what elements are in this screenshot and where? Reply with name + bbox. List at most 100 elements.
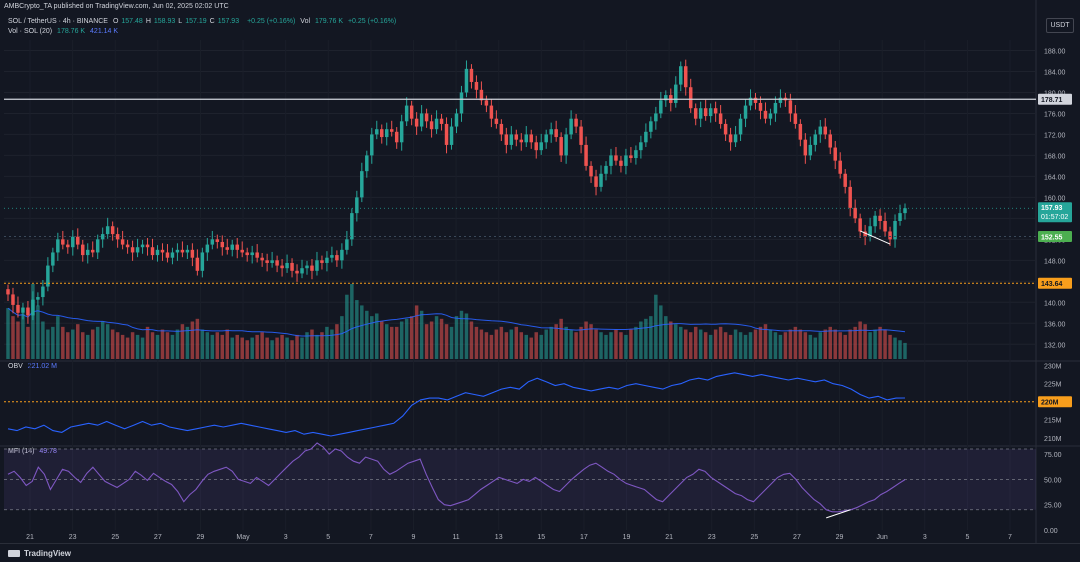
time-tick-label: 7 (369, 534, 373, 541)
volume-bar (145, 326, 150, 359)
ohlc-key: H (145, 18, 151, 25)
price-tick-label: 184.00 (1044, 69, 1066, 76)
candle-body (554, 129, 558, 138)
volume-bar (115, 332, 120, 359)
candle-body (195, 257, 200, 271)
volume-bar (315, 334, 319, 359)
candle-body (270, 260, 274, 263)
candle-body (140, 244, 145, 248)
candle-body (494, 118, 499, 124)
candle-body (718, 113, 723, 124)
candle-body (71, 236, 75, 248)
candle-body (649, 121, 653, 132)
volume-bar (11, 316, 15, 359)
volume-bar (175, 329, 180, 359)
chart-canvas[interactable]: 188.00184.00180.00176.00172.00168.00164.… (0, 0, 1080, 545)
time-tick-label: 23 (69, 534, 77, 541)
candle-body (838, 160, 842, 174)
support-price-tag-orange: 143.64 (1041, 281, 1063, 288)
currency-button[interactable]: USDT (1046, 18, 1074, 33)
candle-body (46, 265, 50, 287)
volume-bar (240, 337, 244, 359)
candle-body (903, 208, 907, 214)
candle-body (693, 108, 698, 119)
symbol-name[interactable]: SOL / TetherUS · 4h · BINANCE (8, 18, 108, 25)
volume-ma-value: 421.14 K (90, 28, 119, 35)
candle-body (110, 226, 115, 235)
volume-bar (305, 332, 309, 359)
volume-bar (474, 326, 479, 359)
volume-bar (519, 332, 524, 359)
volume-indicator-name[interactable]: Vol · SOL (20) (8, 28, 53, 35)
candle-body (823, 126, 828, 135)
obv-legend: OBV 221.02 M (8, 363, 60, 370)
time-tick-label: 23 (708, 534, 716, 541)
volume-bar (414, 305, 419, 359)
volume-bar (728, 334, 733, 359)
candle-body (738, 118, 743, 135)
countdown-tag: 01:57:02 (1041, 214, 1068, 221)
candle-body (574, 118, 578, 127)
mfi-line (7, 442, 906, 513)
volume-bar (723, 332, 728, 359)
volume-bar (898, 340, 902, 359)
obv-label[interactable]: OBV (8, 363, 23, 370)
candle-body (604, 165, 608, 174)
volume-bar (529, 337, 533, 359)
candle-body (454, 113, 459, 127)
volume-bar (619, 332, 623, 359)
candle-body (793, 113, 798, 124)
volume-bar (539, 334, 543, 359)
candle-body (514, 134, 519, 140)
volume-bar (509, 329, 514, 359)
candle-body (803, 139, 808, 156)
volume-bar (494, 329, 499, 359)
volume-bar (389, 326, 394, 359)
candle-body (898, 213, 902, 221)
volume-bar (484, 332, 489, 359)
candle-body (115, 234, 120, 240)
volume-bar (559, 318, 563, 359)
obv-level-tag-bg (1038, 396, 1072, 408)
volume-bar (594, 329, 598, 359)
candle-body (384, 129, 389, 138)
volume-bar (185, 326, 190, 359)
volume-bar (270, 340, 274, 359)
candle-body (260, 257, 264, 261)
volume-bar (95, 326, 100, 359)
candle-body (464, 68, 469, 93)
volume-bar (380, 321, 384, 359)
mfi-label[interactable]: MFI (14) (8, 448, 35, 455)
candle-body (394, 131, 399, 143)
volume-bar (345, 294, 349, 359)
ohlc-value: 157.93 (217, 18, 240, 25)
candle-body (768, 113, 773, 119)
ohlc-key: C (209, 18, 215, 25)
volume-bar (225, 329, 230, 359)
candle-body (275, 260, 279, 266)
candle-body (160, 249, 165, 253)
candle-body (135, 247, 140, 253)
volume-bar (828, 326, 832, 359)
volume-bar (36, 305, 40, 359)
volume-bar (569, 329, 573, 359)
volume-bar (190, 321, 195, 359)
candle-body (873, 215, 877, 227)
candle-body (340, 249, 344, 261)
volume-bar (863, 324, 867, 359)
volume-value: 179.76 K (314, 18, 343, 25)
volume-ma-line (7, 307, 906, 337)
candle-body (609, 155, 613, 166)
volume-bar (843, 334, 847, 359)
volume-bar (718, 326, 723, 359)
candle-body (688, 87, 693, 109)
candle-body (95, 239, 100, 253)
candle-body (544, 134, 548, 143)
volume-bar (100, 321, 105, 359)
divergence-line-mfi (826, 509, 851, 519)
candle-body (539, 142, 543, 151)
candle-body (300, 268, 304, 274)
candle-body (175, 249, 180, 253)
candle-body (664, 95, 668, 101)
candle-body (255, 252, 259, 258)
